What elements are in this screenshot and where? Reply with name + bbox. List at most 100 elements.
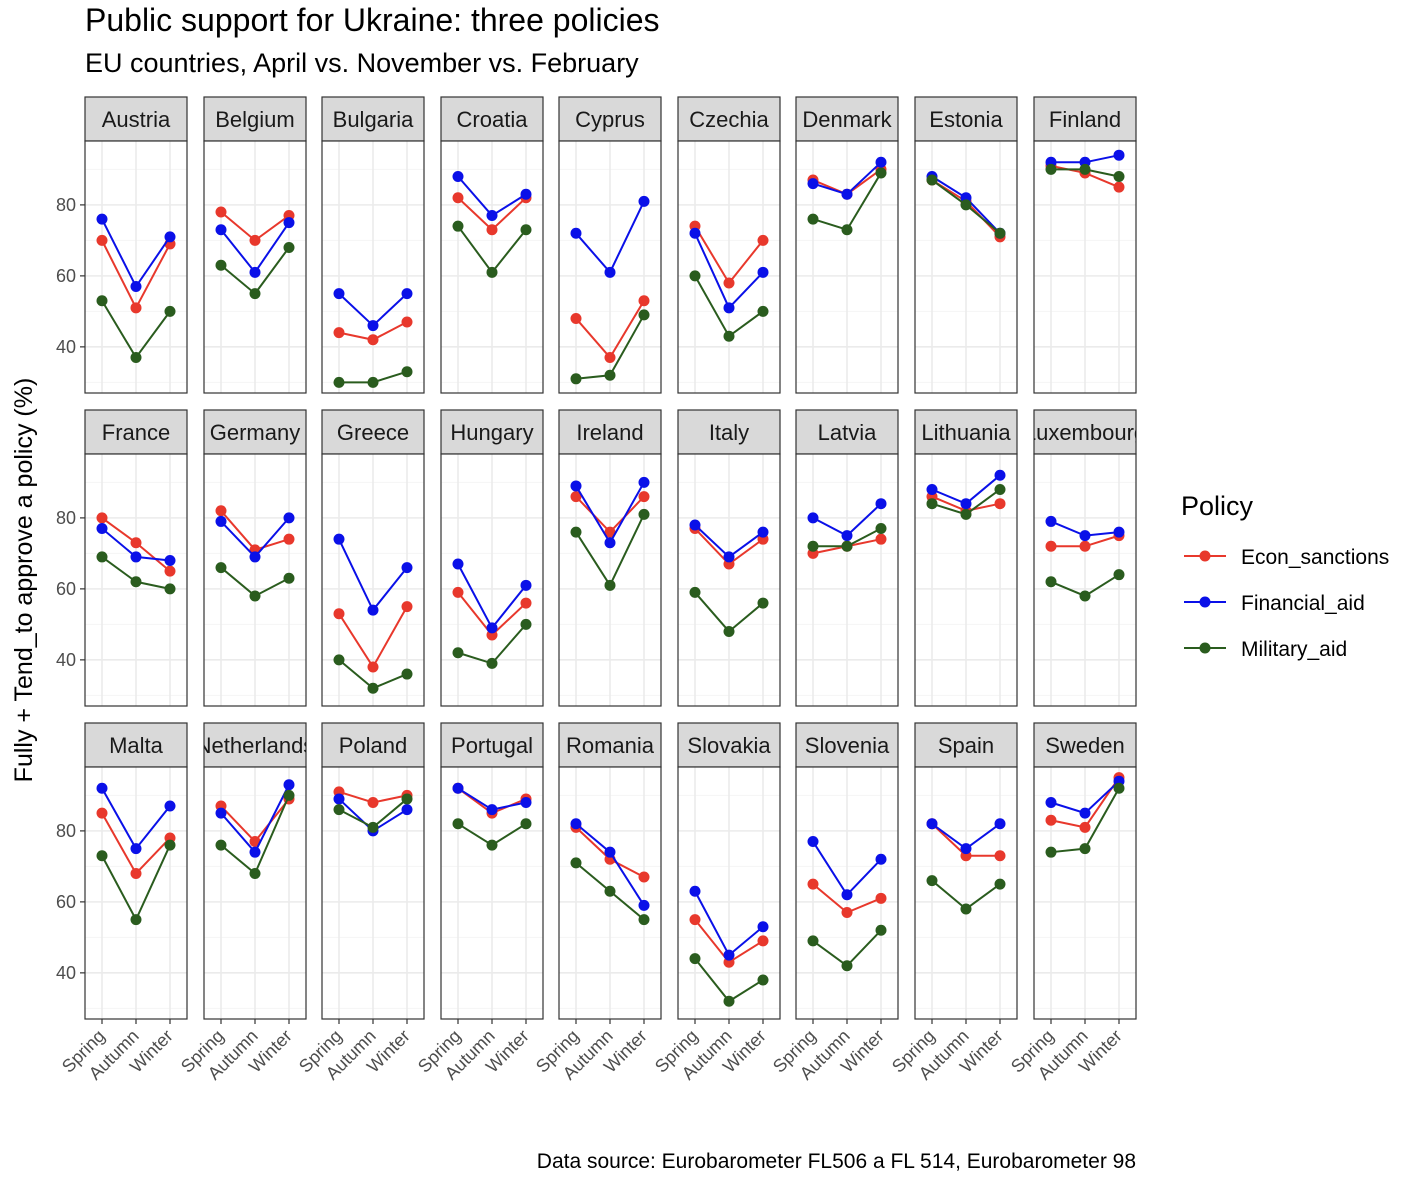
- strip-background: [440, 722, 544, 768]
- data-point-military_aid: [452, 220, 464, 232]
- data-point-military_aid: [807, 213, 819, 225]
- data-point-financial_aid: [452, 558, 464, 570]
- panel-bulgaria: Bulgaria: [321, 96, 425, 394]
- data-point-military_aid: [333, 804, 345, 816]
- data-point-econ_sanctions: [841, 907, 853, 919]
- data-point-econ_sanctions: [520, 597, 532, 609]
- strip-label: Portugal: [451, 733, 533, 758]
- data-point-econ_sanctions: [367, 334, 379, 346]
- data-point-military_aid: [757, 597, 769, 609]
- data-point-military_aid: [994, 483, 1006, 495]
- strip-label: Romania: [566, 733, 655, 758]
- chart-title: Public support for Ukraine: three polici…: [85, 2, 660, 38]
- strip-background: [1033, 722, 1137, 768]
- panel-belgium: Belgium: [203, 96, 307, 394]
- data-point-financial_aid: [452, 782, 464, 794]
- data-point-military_aid: [689, 270, 701, 282]
- data-point-financial_aid: [164, 554, 176, 566]
- data-point-financial_aid: [130, 551, 142, 563]
- data-point-military_aid: [638, 309, 650, 321]
- panel-estonia: Estonia: [914, 96, 1018, 394]
- data-point-military_aid: [520, 618, 532, 630]
- data-point-military_aid: [1113, 782, 1125, 794]
- strip-background: [914, 722, 1018, 768]
- panel-border: [84, 140, 188, 394]
- panel-czechia: Czechia: [677, 96, 781, 394]
- data-point-financial_aid: [807, 836, 819, 848]
- data-point-military_aid: [1079, 163, 1091, 175]
- panel-border: [203, 140, 307, 394]
- data-point-military_aid: [723, 330, 735, 342]
- data-point-financial_aid: [689, 519, 701, 531]
- strip-label: Denmark: [802, 107, 892, 132]
- data-point-financial_aid: [757, 921, 769, 933]
- strip-label: Netherlands: [196, 733, 315, 758]
- panel-border: [677, 453, 781, 707]
- data-point-financial_aid: [807, 512, 819, 524]
- strip-label: Germany: [210, 420, 300, 445]
- strip-label: Luxembourg: [1024, 420, 1146, 445]
- data-point-financial_aid: [333, 793, 345, 805]
- strip-label: Croatia: [457, 107, 529, 132]
- data-point-military_aid: [333, 376, 345, 388]
- strip-label: Poland: [339, 733, 408, 758]
- data-point-military_aid: [994, 878, 1006, 890]
- strip-label: Finland: [1049, 107, 1121, 132]
- data-point-financial_aid: [1079, 807, 1091, 819]
- data-point-military_aid: [757, 974, 769, 986]
- data-point-military_aid: [401, 366, 413, 378]
- data-point-financial_aid: [638, 899, 650, 911]
- strip-background: [1033, 96, 1137, 142]
- data-point-financial_aid: [215, 515, 227, 527]
- data-point-financial_aid: [215, 807, 227, 819]
- data-point-military_aid: [486, 657, 498, 669]
- data-point-econ_sanctions: [638, 295, 650, 307]
- data-point-econ_sanctions: [96, 512, 108, 524]
- data-point-financial_aid: [960, 843, 972, 855]
- data-point-econ_sanctions: [1113, 181, 1125, 193]
- strip-label: Estonia: [929, 107, 1003, 132]
- strip-label: Hungary: [450, 420, 533, 445]
- data-point-military_aid: [249, 867, 261, 879]
- data-point-econ_sanctions: [875, 892, 887, 904]
- data-point-military_aid: [723, 625, 735, 637]
- data-point-econ_sanctions: [130, 867, 142, 879]
- data-point-financial_aid: [367, 604, 379, 616]
- panel-denmark: Denmark: [795, 96, 899, 394]
- strip-background: [677, 96, 781, 142]
- strip-background: [677, 722, 781, 768]
- data-point-econ_sanctions: [333, 327, 345, 339]
- data-point-econ_sanctions: [1079, 540, 1091, 552]
- data-point-military_aid: [96, 850, 108, 862]
- data-point-financial_aid: [994, 469, 1006, 481]
- strip-background: [440, 409, 544, 455]
- data-point-financial_aid: [841, 530, 853, 542]
- data-point-military_aid: [249, 590, 261, 602]
- data-point-military_aid: [875, 167, 887, 179]
- data-point-military_aid: [333, 654, 345, 666]
- data-point-econ_sanctions: [875, 533, 887, 545]
- panel-border: [1033, 140, 1137, 394]
- data-point-financial_aid: [130, 843, 142, 855]
- strip-background: [84, 409, 188, 455]
- data-point-military_aid: [570, 857, 582, 869]
- panel-austria: Austria 40 60 80: [56, 96, 188, 394]
- panel-border: [440, 453, 544, 707]
- data-point-econ_sanctions: [367, 661, 379, 673]
- y-tick-label: 40: [56, 337, 76, 357]
- legend-key-point: [1199, 596, 1211, 608]
- data-point-financial_aid: [570, 818, 582, 830]
- strip-background: [440, 96, 544, 142]
- strip-background: [558, 409, 662, 455]
- data-point-econ_sanctions: [570, 312, 582, 324]
- data-point-military_aid: [283, 572, 295, 584]
- data-point-financial_aid: [570, 480, 582, 492]
- data-point-financial_aid: [638, 195, 650, 207]
- data-point-econ_sanctions: [757, 234, 769, 246]
- data-point-financial_aid: [486, 804, 498, 816]
- data-point-military_aid: [604, 369, 616, 381]
- data-point-military_aid: [164, 839, 176, 851]
